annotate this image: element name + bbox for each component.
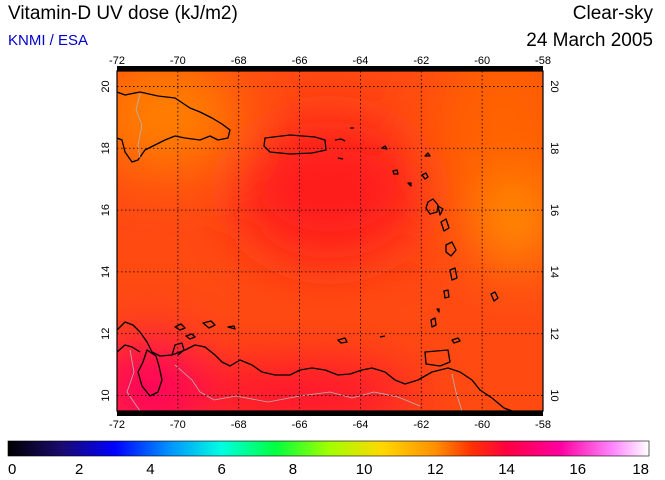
region-north-west — [117, 71, 240, 175]
colorbar — [7, 440, 650, 457]
lat-tick-label: 10 — [100, 389, 112, 401]
lat-tick-label: 12 — [100, 328, 112, 340]
longitude-labels-bottom: -72 -70 -68 -66 -64 -62 -60 -58 — [109, 419, 551, 431]
colombia-venezuela-border — [126, 349, 141, 411]
lon-tick-label: -62 — [413, 419, 429, 431]
lon-tick-label: -64 — [352, 419, 368, 431]
lon-tick-label: -72 — [109, 419, 125, 431]
lon-tick-label: -58 — [535, 55, 551, 67]
abc-islands — [174, 320, 216, 340]
paraguana-peninsula — [171, 342, 185, 356]
longitude-labels-top: -72 -70 -68 -66 -64 -62 -60 -58 — [109, 55, 551, 67]
venezuela-interior-border — [174, 364, 421, 407]
field-blobs — [117, 71, 543, 411]
st-vincent-coast — [443, 289, 450, 299]
colorbar-tick-label: 0 — [8, 461, 16, 478]
lon-tick-label: -66 — [292, 55, 308, 67]
martinique-coast — [445, 241, 457, 257]
lat-tick-label: 20 — [100, 80, 112, 92]
grenada-coast — [430, 308, 440, 328]
colorbar-tick-label: 6 — [217, 461, 225, 478]
colorbar-tick-label: 8 — [289, 461, 297, 478]
northern-lesser-antilles — [381, 145, 431, 187]
lon-tick-label: -62 — [413, 55, 429, 67]
lat-tick-label: 18 — [100, 142, 112, 154]
colorbar-tick-label: 18 — [632, 461, 649, 478]
haiti-dr-border — [135, 93, 143, 159]
barbados-coast — [490, 291, 499, 302]
puerto-rico-coast — [263, 134, 327, 155]
lat-tick-label: 16 — [548, 204, 560, 216]
dominica-coast — [440, 218, 450, 232]
coastlines — [117, 91, 513, 411]
colorbar-tick-label: 12 — [427, 461, 444, 478]
colorbar-tick-label: 2 — [75, 461, 83, 478]
map-frame-top-bar — [117, 66, 543, 71]
map-title: Vitamin-D UV dose (kJ/m2) — [8, 3, 238, 24]
lon-tick-label: -60 — [474, 55, 490, 67]
region-south — [180, 370, 420, 411]
sky-condition-label: Clear-sky — [572, 3, 653, 24]
political-borders — [126, 93, 463, 411]
trinidad-coast — [424, 349, 451, 367]
lon-tick-label: -68 — [231, 419, 247, 431]
latitude-labels-left: 10 12 14 16 18 20 — [100, 80, 112, 401]
latitude-labels-right: 10 12 14 16 18 20 — [548, 80, 560, 401]
date-label: 24 March 2005 — [526, 30, 653, 51]
guajira-coast — [117, 344, 141, 353]
lon-tick-label: -58 — [535, 419, 551, 431]
hispaniola-coast — [117, 91, 231, 163]
venezuela-guyana-border — [451, 373, 463, 411]
lon-tick-label: -64 — [352, 55, 368, 67]
lat-tick-label: 14 — [548, 266, 560, 278]
lon-tick-label: -68 — [231, 55, 247, 67]
lon-tick-label: -60 — [474, 419, 490, 431]
colorbar-labels: 0 2 4 6 8 10 12 14 16 18 — [8, 461, 649, 478]
lat-tick-label: 18 — [548, 142, 560, 154]
lon-tick-label: -70 — [170, 55, 186, 67]
lake-maracaibo — [137, 349, 163, 397]
colorbar-tick-label: 10 — [356, 461, 373, 478]
region-east-centre — [475, 180, 543, 270]
colorbar-tick-label: 14 — [498, 461, 515, 478]
lat-tick-label: 20 — [548, 80, 560, 92]
lon-tick-label: -70 — [170, 419, 186, 431]
st-lucia-coast — [449, 267, 458, 281]
south-american-coast — [117, 321, 513, 411]
venezuela-islands — [227, 325, 386, 344]
colorbar-tick-label: 4 — [146, 461, 154, 478]
lat-tick-label: 10 — [548, 389, 560, 401]
graticule — [117, 71, 543, 411]
lat-tick-label: 12 — [548, 328, 560, 340]
guadeloupe-coast — [425, 198, 444, 216]
lat-tick-label: 14 — [100, 266, 112, 278]
map-frame-bottom-bar — [117, 411, 543, 416]
tobago-coast — [451, 337, 461, 344]
region-centre — [235, 120, 425, 260]
lat-tick-label: 16 — [100, 204, 112, 216]
uv-dose-field — [117, 71, 543, 411]
lon-tick-label: -72 — [109, 55, 125, 67]
virgin-islands — [334, 127, 354, 160]
colorbar-tick-label: 16 — [569, 461, 586, 478]
source-label: KNMI / ESA — [8, 32, 89, 49]
lon-tick-label: -66 — [292, 419, 308, 431]
